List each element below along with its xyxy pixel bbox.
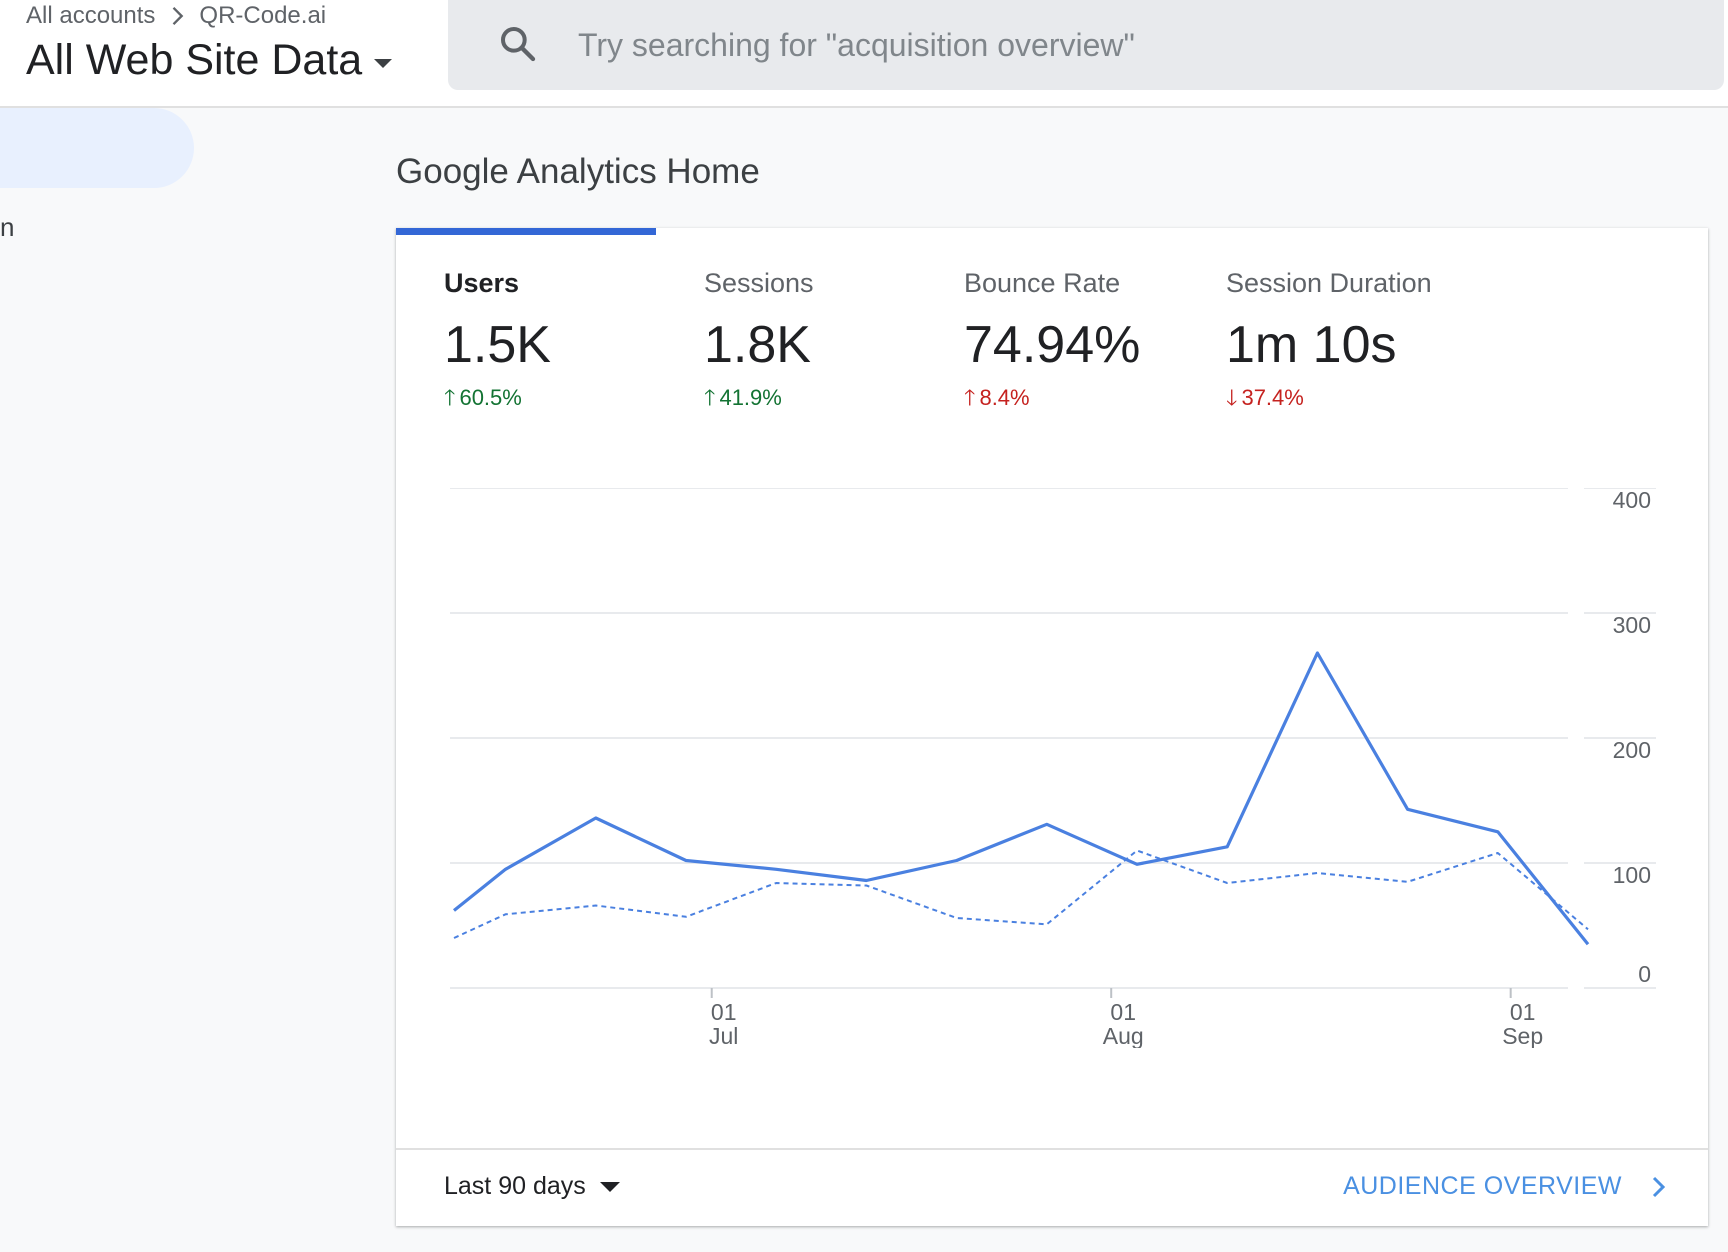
top-bar: All accounts QR-Code.ai All Web Site Dat…	[0, 0, 1728, 108]
x-tick-day-label: 01	[711, 999, 737, 1025]
arrow-up-icon: 🡑	[444, 385, 456, 410]
metric-label: Users	[444, 268, 520, 298]
metric-label: Session Duration	[1226, 268, 1432, 298]
search-bar[interactable]	[448, 0, 1724, 90]
metric-tab-users[interactable]: Users 1.5K 🡑 60.5%	[444, 268, 694, 411]
y-tick-label: 400	[1613, 488, 1651, 513]
metric-change: 🡑 41.9%	[704, 385, 954, 411]
metric-value: 1.8K	[704, 316, 811, 374]
x-tick-month-label: Jul	[709, 1023, 738, 1048]
metric-tab-sessions[interactable]: Sessions 1.8K 🡑 41.9%	[704, 268, 954, 411]
date-range-selector[interactable]: Last 90 days	[444, 1172, 620, 1201]
metric-tab-session-duration[interactable]: Session Duration 1m 10s 🡓 37.4%	[1226, 268, 1476, 411]
view-name: All Web Site Data	[26, 36, 363, 84]
metric-label: Sessions	[704, 268, 814, 298]
metric-change-value: 37.4%	[1241, 385, 1304, 410]
metric-change: 🡑 8.4%	[964, 385, 1214, 411]
metric-change: 🡑 60.5%	[444, 385, 694, 411]
metric-change-value: 60.5%	[459, 385, 522, 410]
y-tick-label: 0	[1638, 961, 1651, 987]
y-tick-label: 300	[1613, 612, 1651, 638]
metric-change-value: 8.4%	[979, 385, 1030, 410]
search-icon	[501, 27, 536, 62]
x-tick-month-label: Sep	[1502, 1023, 1543, 1048]
users-series-line	[453, 651, 1590, 946]
metric-change-value: 41.9%	[719, 385, 782, 410]
x-tick-month-label: Aug	[1103, 1023, 1144, 1048]
card-footer: Last 90 days AUDIENCE OVERVIEW	[396, 1148, 1708, 1228]
search-input[interactable]	[576, 14, 1680, 76]
home-card: Users 1.5K 🡑 60.5% Sessions 1.8K 🡑 41.9%…	[396, 228, 1708, 1226]
metric-value: 1.5K	[444, 316, 551, 374]
y-tick-label: 200	[1613, 737, 1651, 763]
audience-overview-link[interactable]: AUDIENCE OVERVIEW	[1343, 1172, 1668, 1201]
metric-tab-bounce-rate[interactable]: Bounce Rate 74.94% 🡑 8.4%	[964, 268, 1214, 411]
breadcrumb: All accounts QR-Code.ai	[26, 2, 326, 30]
caret-down-icon	[599, 1181, 620, 1192]
date-range-label: Last 90 days	[444, 1172, 586, 1200]
audience-overview-label: AUDIENCE OVERVIEW	[1343, 1172, 1622, 1200]
active-tab-indicator	[396, 228, 656, 235]
x-tick-day-label: 01	[1510, 999, 1536, 1025]
metric-change: 🡓 37.4%	[1226, 385, 1476, 411]
breadcrumb-all-accounts[interactable]: All accounts	[26, 2, 156, 29]
x-tick-day-label: 01	[1110, 999, 1136, 1025]
metric-value: 1m 10s	[1226, 316, 1397, 374]
sidebar-selected-item[interactable]	[0, 108, 194, 188]
comparison-series-line	[453, 849, 1589, 939]
arrow-up-icon: 🡑	[964, 385, 976, 410]
metric-value: 74.94%	[964, 316, 1141, 374]
chevron-right-icon	[173, 7, 184, 25]
page-title: Google Analytics Home	[396, 152, 760, 191]
breadcrumb-account[interactable]: QR-Code.ai	[199, 2, 327, 29]
chevron-right-icon	[1652, 1176, 1666, 1197]
arrow-down-icon: 🡓	[1226, 385, 1238, 410]
y-tick-label: 100	[1613, 862, 1651, 888]
view-selector[interactable]: All Web Site Data	[26, 36, 393, 85]
sidebar-item-label[interactable]: n	[0, 212, 15, 242]
caret-down-icon	[374, 59, 393, 68]
metric-label: Bounce Rate	[964, 268, 1121, 298]
arrow-up-icon: 🡑	[704, 385, 716, 410]
